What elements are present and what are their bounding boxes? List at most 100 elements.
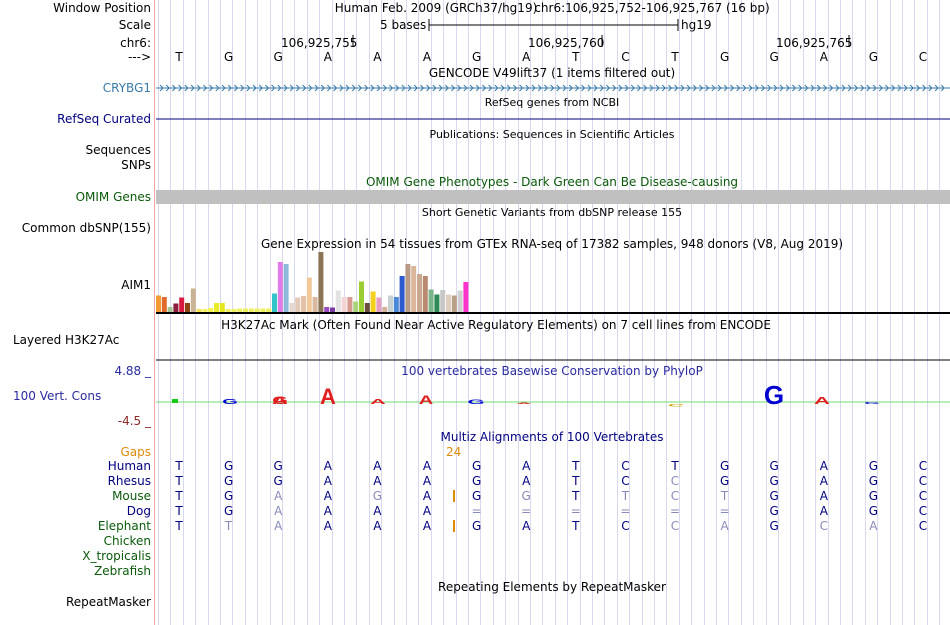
gtex-gene-label[interactable]: AIM1	[121, 278, 151, 292]
alignment-base: G	[273, 474, 283, 488]
gtex-tissue-bar[interactable]	[463, 282, 469, 312]
omim-genes-label[interactable]: OMIM Genes	[75, 190, 151, 204]
gtex-tissue-bar[interactable]	[440, 290, 446, 312]
gtex-tissue-bar[interactable]	[231, 309, 237, 312]
alignment-base: =	[719, 504, 730, 518]
gtex-tissue-bar[interactable]	[214, 303, 219, 312]
alignment-base: T	[175, 489, 183, 503]
species-label[interactable]: Mouse	[112, 489, 151, 503]
gtex-tissue-bar[interactable]	[330, 307, 335, 313]
gtex-tissue-bar[interactable]	[179, 297, 185, 313]
species-label[interactable]: Zebrafish	[94, 564, 151, 578]
gaps-label[interactable]: Gaps	[120, 445, 151, 459]
gtex-tissue-bar[interactable]	[167, 307, 173, 312]
window-position-label: Window Position	[53, 1, 151, 15]
gtex-tissue-bar[interactable]	[364, 303, 370, 312]
gtex-tissue-bar[interactable]	[156, 295, 161, 313]
gtex-tissue-bar[interactable]	[248, 308, 254, 313]
alignment-base: A	[522, 519, 531, 533]
gtex-tissue-bar[interactable]	[185, 303, 190, 312]
alignment-base: G	[719, 474, 730, 488]
dbsnp-label[interactable]: Common dbSNP(155)	[21, 221, 151, 235]
reference-base: T	[572, 50, 580, 64]
reference-base: A	[323, 50, 332, 64]
species-label[interactable]: Elephant	[97, 519, 151, 533]
gtex-tissue-bar[interactable]	[295, 297, 301, 313]
gtex-tissue-bar[interactable]	[393, 297, 399, 312]
gtex-tissue-bar[interactable]	[219, 303, 225, 312]
crybg1-gene-feature[interactable]	[156, 0, 950, 100]
gtex-tissue-bar[interactable]	[266, 308, 272, 313]
gtex-tissue-bar[interactable]	[353, 301, 359, 313]
species-label[interactable]: Rhesus	[107, 474, 151, 488]
gtex-tissue-bar[interactable]	[318, 252, 324, 312]
alignment-base: G	[471, 519, 482, 533]
sequences-label[interactable]: Sequences	[85, 143, 151, 157]
gtex-tissue-bar[interactable]	[277, 262, 283, 312]
species-label[interactable]: Chicken	[103, 534, 151, 548]
insertion-mark[interactable]	[453, 520, 455, 532]
species-label[interactable]: Human	[107, 459, 151, 473]
omim-bar[interactable]	[156, 190, 950, 204]
gtex-tissue-bar[interactable]	[289, 303, 295, 312]
gtex-tissue-bar[interactable]	[451, 295, 457, 313]
phylop-logo[interactable]: G G A A A A G A C G A G	[156, 0, 950, 420]
gtex-tissue-bar[interactable]	[457, 290, 463, 313]
alignment-base: G	[223, 474, 234, 488]
gtex-tissue-bar[interactable]	[243, 308, 248, 313]
repeatmasker-label[interactable]: RepeatMasker	[65, 595, 151, 609]
gtex-tissue-bar[interactable]	[283, 264, 289, 312]
alignment-base: A	[422, 504, 432, 518]
alignment-base: T	[175, 504, 183, 518]
alignment-base: G	[273, 459, 283, 473]
scale-label: Scale	[118, 18, 151, 32]
gtex-tissue-bar[interactable]	[190, 288, 196, 313]
gtex-tissue-bar[interactable]	[347, 297, 353, 312]
gtex-tissue-bar[interactable]	[428, 289, 434, 313]
gtex-tissue-bar[interactable]	[301, 296, 306, 312]
h3k27ac-baseline[interactable]	[156, 0, 950, 365]
gtex-tissue-bar[interactable]	[376, 297, 382, 313]
gtex-tissue-bar[interactable]	[446, 294, 451, 313]
gtex-tissue-bar[interactable]	[312, 297, 318, 312]
gtex-tissue-bar[interactable]	[434, 294, 440, 313]
alignment-base: C	[670, 474, 680, 488]
refseq-line[interactable]	[156, 0, 950, 125]
gtex-tissue-bar[interactable]	[335, 290, 341, 313]
gtex-tissue-bar[interactable]	[161, 297, 167, 312]
gtex-tissue-bar[interactable]	[225, 309, 231, 312]
refseq-curated-label[interactable]: RefSeq Curated	[57, 112, 151, 126]
gtex-tissue-bar[interactable]	[422, 276, 428, 312]
gtex-bar-chart[interactable]	[156, 0, 950, 320]
gtex-tissue-bar[interactable]	[272, 293, 277, 313]
track-image-area[interactable]: Human Feb. 2009 (GRCh37/hg19) chr6:106,9…	[156, 0, 950, 625]
gtex-tissue-bar[interactable]	[341, 297, 347, 312]
gtex-tissue-bar[interactable]	[411, 266, 417, 312]
gtex-tissue-bar[interactable]	[359, 281, 364, 313]
gtex-tissue-bar[interactable]	[370, 291, 376, 313]
gtex-tissue-bar[interactable]	[202, 309, 208, 312]
gtex-tissue-bar[interactable]	[254, 308, 260, 313]
gtex-tissue-bar[interactable]	[237, 308, 243, 313]
gtex-tissue-bar[interactable]	[405, 264, 411, 312]
gtex-tissue-bar[interactable]	[306, 277, 312, 313]
gtex-tissue-bar[interactable]	[399, 276, 405, 312]
gene-label-crybg1[interactable]: CRYBG1	[102, 81, 151, 95]
species-label[interactable]: X_tropicalis	[82, 549, 151, 563]
phylop-label[interactable]: 100 Vert. Cons	[13, 389, 102, 403]
coord-tick-1: 106,925,755	[281, 36, 358, 50]
insertion-mark[interactable]	[453, 490, 455, 502]
h3k27ac-label[interactable]: Layered H3K27Ac	[13, 333, 120, 347]
gtex-tissue-bar[interactable]	[173, 303, 179, 313]
gtex-tissue-bar[interactable]	[196, 309, 202, 312]
alignment-base: A	[274, 489, 283, 503]
gtex-tissue-bar[interactable]	[382, 307, 388, 312]
reference-base: A	[373, 50, 382, 64]
species-label[interactable]: Dog	[126, 504, 151, 518]
gtex-tissue-bar[interactable]	[388, 295, 393, 313]
snps-label[interactable]: SNPs	[121, 158, 151, 172]
gtex-tissue-bar[interactable]	[260, 308, 266, 313]
gtex-tissue-bar[interactable]	[324, 307, 330, 312]
gtex-tissue-bar[interactable]	[208, 308, 214, 312]
gtex-tissue-bar[interactable]	[417, 274, 422, 312]
